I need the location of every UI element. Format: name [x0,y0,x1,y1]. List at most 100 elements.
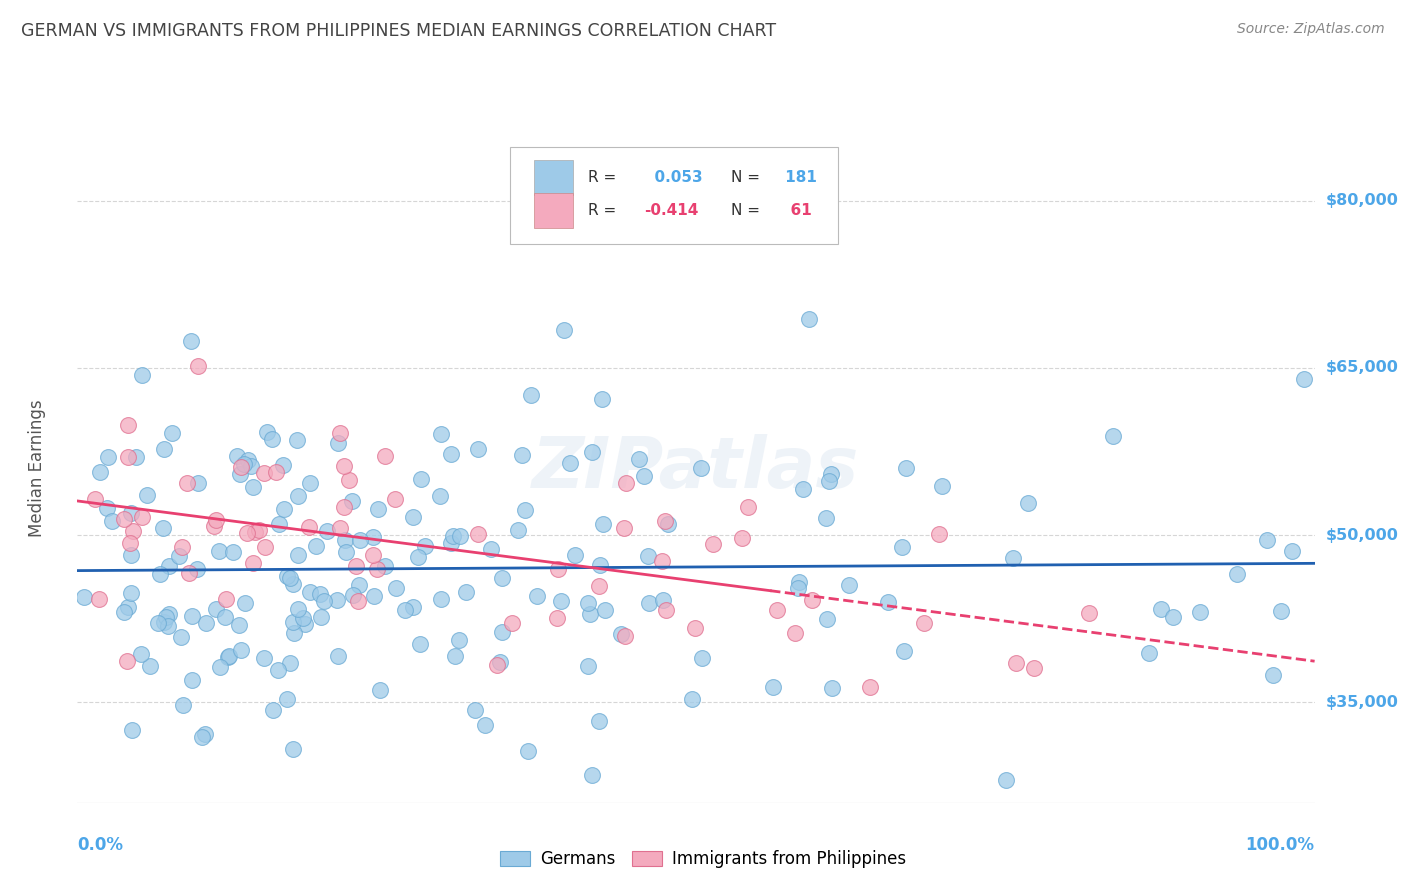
Point [117,450,139,465]
Point [177,566,200,580]
Point [215,592,238,607]
Point [276,691,298,706]
Text: $80,000: $80,000 [1326,194,1399,208]
Text: ZIPatlas: ZIPatlas [533,434,859,503]
FancyBboxPatch shape [534,194,574,228]
Point [489,655,512,669]
Point [384,492,406,507]
Point [276,569,298,583]
Point [576,659,599,673]
Point [690,650,713,665]
Point [335,545,357,559]
Point [340,494,363,508]
Point [1261,668,1284,682]
Point [787,581,810,595]
Point [912,616,935,631]
Point [298,584,321,599]
Point [610,627,633,641]
Point [167,549,190,564]
Point [654,514,676,528]
Point [366,562,388,576]
Point [121,723,143,738]
Point [329,521,352,535]
Point [429,489,451,503]
Point [394,603,416,617]
Point [588,714,610,729]
Point [817,474,839,488]
Point [117,654,139,668]
Point [253,466,276,480]
Point [510,448,533,462]
Text: 0.0%: 0.0% [77,837,124,855]
Point [592,517,614,532]
Point [589,558,612,572]
Point [517,744,540,758]
Point [326,593,349,607]
Point [409,637,432,651]
Point [233,457,256,471]
Text: N =: N = [731,169,759,185]
Text: -0.414: -0.414 [644,203,699,219]
Point [329,425,352,440]
Point [247,523,270,537]
Point [1137,646,1160,660]
Point [152,615,174,629]
Point [292,610,315,624]
Point [217,649,239,664]
Text: $35,000: $35,000 [1326,695,1399,710]
Point [236,526,259,541]
Point [491,625,513,640]
Point [651,554,673,568]
Point [280,656,302,670]
Point [787,575,810,590]
Point [287,602,309,616]
Point [117,599,139,614]
Point [228,618,250,632]
Point [1226,567,1249,582]
Text: 181: 181 [780,169,817,185]
Point [858,681,880,695]
Point [267,517,290,532]
Point [689,460,711,475]
Point [613,521,636,535]
Point [298,520,321,534]
Point [546,611,568,625]
Point [125,450,148,465]
Point [180,334,202,349]
Point [838,578,860,592]
Point [112,605,135,619]
Point [467,527,489,541]
Point [896,461,918,475]
Point [1281,544,1303,558]
Point [1292,372,1315,386]
Point [181,609,204,624]
Point [683,621,706,635]
Point [240,459,263,474]
Text: $65,000: $65,000 [1326,360,1399,376]
Point [402,509,425,524]
Point [815,612,838,626]
Point [305,539,328,553]
Point [229,467,252,482]
Point [298,476,321,491]
Point [254,540,277,554]
Point [657,516,679,531]
Point [1022,661,1045,675]
Point [614,629,637,643]
Point [1077,607,1099,621]
Point [515,502,537,516]
Point [526,589,548,603]
Point [1150,602,1173,616]
Point [73,590,96,604]
Point [454,585,477,599]
Point [316,524,339,539]
Point [347,578,370,592]
Text: GERMAN VS IMMIGRANTS FROM PHILIPPINES MEDIAN EARNINGS CORRELATION CHART: GERMAN VS IMMIGRANTS FROM PHILIPPINES ME… [21,22,776,40]
Text: 61: 61 [780,203,811,219]
Text: N =: N = [731,203,759,219]
Point [120,548,142,562]
Point [633,468,655,483]
Point [363,589,385,603]
Point [402,600,425,615]
Point [799,312,821,326]
